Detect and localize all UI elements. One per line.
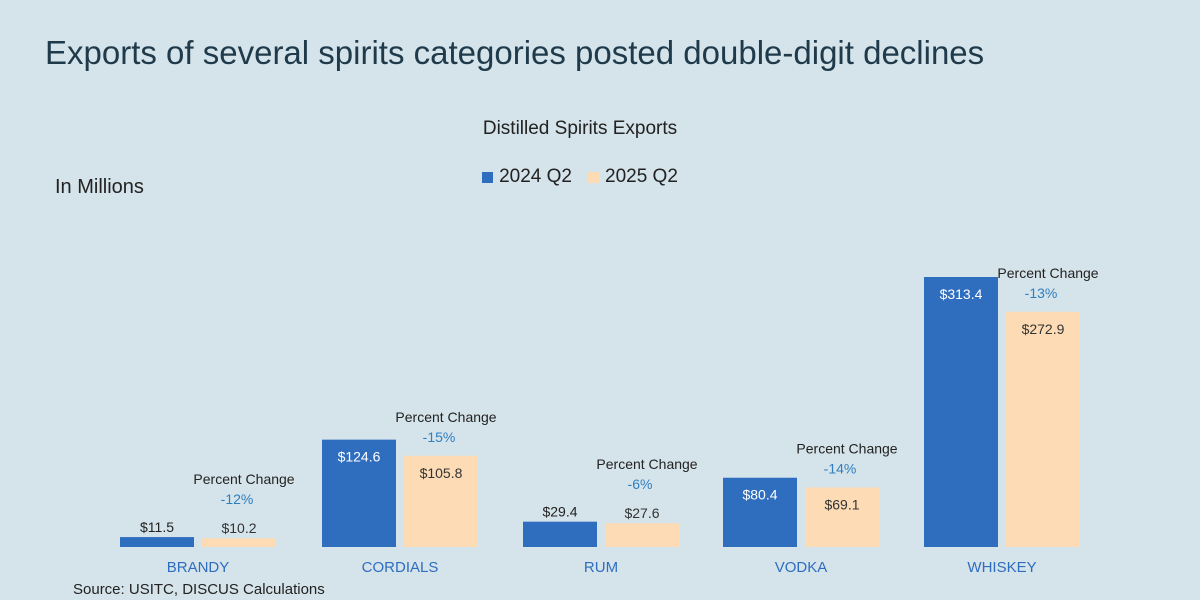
bar-2024-whiskey <box>924 277 998 547</box>
percent-change-label-cordials: Percent Change <box>395 409 496 425</box>
legend-swatch-2025 <box>588 171 599 183</box>
bar-2025-vodka <box>805 487 879 547</box>
bar-2024-rum <box>523 521 597 547</box>
category-label-rum: RUM <box>584 559 618 576</box>
percent-change-label-rum: Percent Change <box>596 456 697 472</box>
legend-swatch-2024 <box>482 171 494 183</box>
bar-2025-rum <box>605 523 679 547</box>
bar-2025-cordials <box>404 455 478 547</box>
source-note: Source: USITC, DISCUS Calculations <box>73 581 325 598</box>
chart-legend: 2024 Q2 2025 Q2 <box>0 166 1160 188</box>
percent-change-value-brandy: -12% <box>221 491 254 507</box>
percent-change-value-whiskey: -13% <box>1025 285 1058 301</box>
data-label-2024-rum: $29.4 <box>542 504 577 520</box>
legend-item-2024: 2024 Q2 <box>482 166 572 188</box>
data-label-2024-vodka: $80.4 <box>742 487 777 503</box>
data-label-2025-whiskey: $272.9 <box>1022 321 1065 337</box>
percent-change-value-cordials: -15% <box>423 429 456 445</box>
data-label-2025-cordials: $105.8 <box>420 465 463 481</box>
data-label-2025-brandy: $10.2 <box>221 520 256 536</box>
data-label-2025-rum: $27.6 <box>624 505 659 521</box>
category-label-brandy: BRANDY <box>167 559 230 576</box>
units-label: In Millions <box>55 176 144 198</box>
data-label-2025-vodka: $69.1 <box>824 496 859 512</box>
chart-title: Distilled Spirits Exports <box>482 118 678 139</box>
bar-2024-brandy <box>120 537 194 547</box>
category-label-cordials: CORDIALS <box>362 559 439 576</box>
bar-2024-vodka <box>723 477 797 547</box>
legend-label-2025: 2025 Q2 <box>605 166 678 187</box>
percent-change-label-brandy: Percent Change <box>193 471 294 487</box>
legend-item-2025: 2025 Q2 <box>588 166 678 188</box>
category-label-whiskey: WHISKEY <box>967 559 1036 576</box>
category-label-vodka: VODKA <box>775 559 828 576</box>
legend-label-2024: 2024 Q2 <box>499 166 572 187</box>
bar-2025-whiskey <box>1006 311 1080 547</box>
percent-change-value-vodka: -14% <box>824 460 857 476</box>
data-label-2024-brandy: $11.5 <box>140 519 174 535</box>
data-label-2024-whiskey: $313.4 <box>940 286 983 302</box>
page-title: Exports of several spirits categories po… <box>45 34 985 71</box>
data-label-2024-cordials: $124.6 <box>338 449 381 465</box>
percent-change-label-whiskey: Percent Change <box>997 265 1098 281</box>
bar-2025-brandy <box>202 538 276 547</box>
percent-change-label-vodka: Percent Change <box>796 440 897 456</box>
percent-change-value-rum: -6% <box>628 476 653 492</box>
bar-2024-cordials <box>322 439 396 547</box>
